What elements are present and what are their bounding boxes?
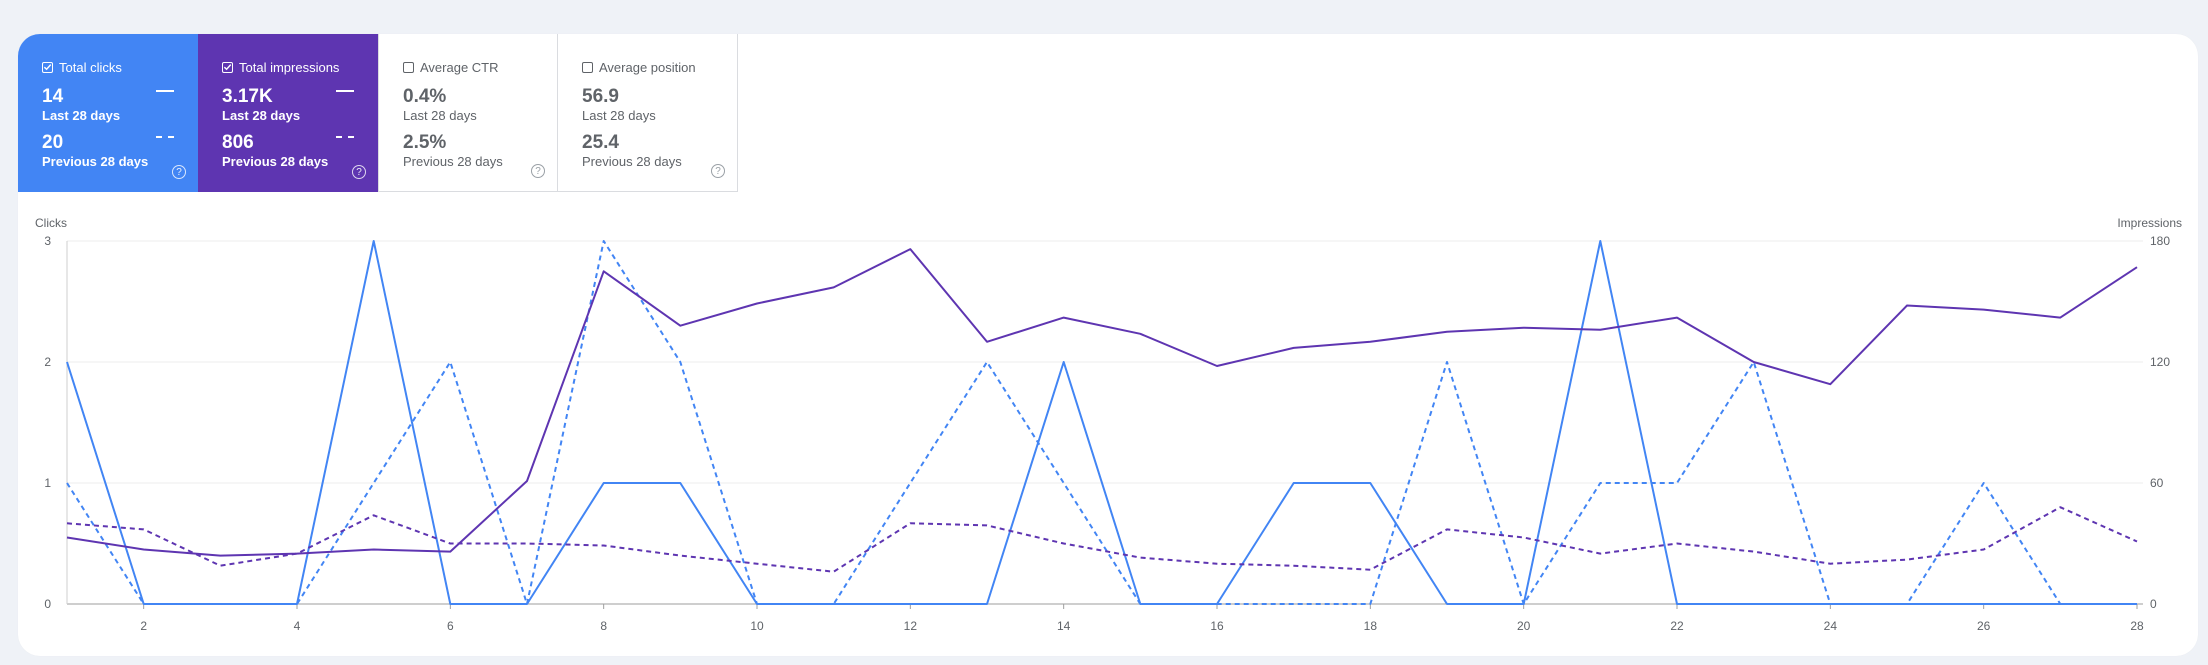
x-tick-label: 20 [1517, 619, 1531, 633]
series-line-clicks-solid [66, 240, 2137, 605]
y-tick-label: 3 [44, 234, 51, 248]
metric-value: 3.17K [222, 86, 273, 107]
x-tick-label: 28 [2130, 619, 2144, 633]
x-tick-label: 14 [1057, 619, 1071, 633]
metric-prev-period: Previous 28 days [403, 154, 503, 169]
metric-label: Total impressions [239, 59, 340, 75]
metric-period: Last 28 days [222, 108, 301, 123]
x-tick-label: 16 [1210, 619, 1224, 633]
metric-prev-period: Previous 28 days [582, 154, 682, 169]
y-tick-label: 2 [44, 355, 51, 369]
metric-prev-value: 20 [42, 132, 64, 153]
series-line-impressions-solid [66, 248, 2138, 557]
x-tick-label: 4 [294, 619, 301, 633]
metric-value: 56.9 [582, 86, 619, 107]
metric-label: Total clicks [59, 59, 122, 75]
x-tick-label: 2 [140, 619, 147, 633]
x-tick-label: 6 [447, 619, 454, 633]
metric-value: 14 [42, 86, 64, 107]
dashed-line-legend-icon [336, 136, 354, 138]
help-icon[interactable]: ? [172, 165, 186, 179]
metric-prev-value: 2.5% [403, 132, 447, 153]
x-tick-label: 26 [1977, 619, 1991, 633]
metric-label: Average position [599, 59, 696, 75]
y2-tick-label: 120 [2150, 355, 2170, 369]
help-icon[interactable]: ? [352, 165, 366, 179]
metric-value: 0.4% [403, 86, 447, 107]
checkbox-checked-icon[interactable] [42, 61, 53, 73]
y2-tick-label: 180 [2150, 234, 2170, 248]
series-line-impressions-dashed [66, 506, 2138, 573]
metric-prev-value: 806 [222, 132, 254, 153]
solid-line-legend-icon [336, 90, 354, 92]
checkbox-unchecked-icon[interactable] [403, 61, 414, 73]
x-tick-label: 24 [1824, 619, 1838, 633]
y-tick-label: 0 [44, 597, 51, 611]
metric-tile-average-position[interactable]: Average position 56.9 Last 28 days 25.4 … [558, 34, 738, 192]
checkbox-checked-icon[interactable] [222, 61, 233, 73]
x-tick-label: 22 [1670, 619, 1684, 633]
metric-tile-average-ctr[interactable]: Average CTR 0.4% Last 28 days 2.5% Previ… [378, 34, 558, 192]
y2-tick-label: 60 [2150, 476, 2164, 490]
x-tick-label: 8 [600, 619, 607, 633]
help-icon[interactable]: ? [711, 164, 725, 178]
y2-tick-label: 0 [2150, 597, 2157, 611]
x-tick-label: 12 [904, 619, 918, 633]
metric-tile-total-impressions[interactable]: Total impressions 3.17K Last 28 days 806… [198, 34, 378, 192]
metric-period: Last 28 days [582, 108, 656, 123]
help-icon[interactable]: ? [531, 164, 545, 178]
solid-line-legend-icon [156, 90, 174, 92]
metric-period: Last 28 days [42, 108, 121, 123]
metric-prev-period: Previous 28 days [42, 154, 149, 169]
y-tick-label: 1 [44, 476, 51, 490]
x-tick-label: 18 [1364, 619, 1378, 633]
checkbox-unchecked-icon[interactable] [582, 61, 593, 73]
y-axis-label: Clicks [35, 216, 67, 230]
metric-tiles: Total clicks 14 Last 28 days 20 Previous… [18, 34, 738, 192]
y2-axis-label: Impressions [2117, 216, 2182, 230]
metric-label: Average CTR [420, 59, 499, 75]
metric-tile-total-clicks[interactable]: Total clicks 14 Last 28 days 20 Previous… [18, 34, 198, 192]
x-tick-label: 10 [750, 619, 764, 633]
metric-period: Last 28 days [403, 108, 477, 123]
metric-prev-period: Previous 28 days [222, 154, 329, 169]
metric-prev-value: 25.4 [582, 132, 619, 153]
dashed-line-legend-icon [156, 136, 174, 138]
